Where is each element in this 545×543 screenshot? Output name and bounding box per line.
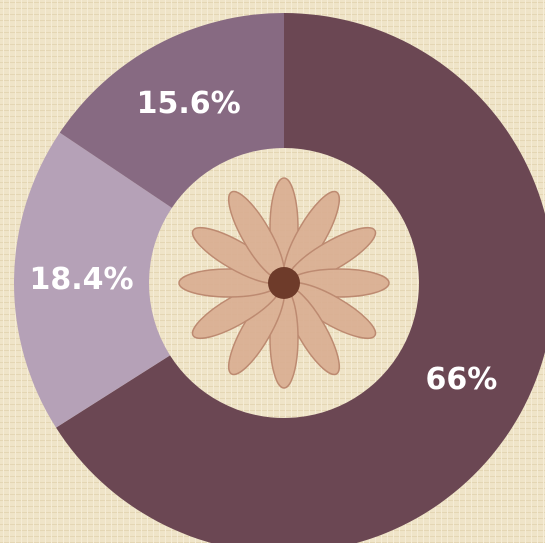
value-label: 15.6% [137,86,241,121]
value-label: 18.4% [29,262,133,297]
page: 66%18.4%15.6% (() => { const data = JSON… [0,0,545,543]
value-label: 66% [426,362,498,397]
chart: 66% 18.4% 15.6% [0,0,545,543]
